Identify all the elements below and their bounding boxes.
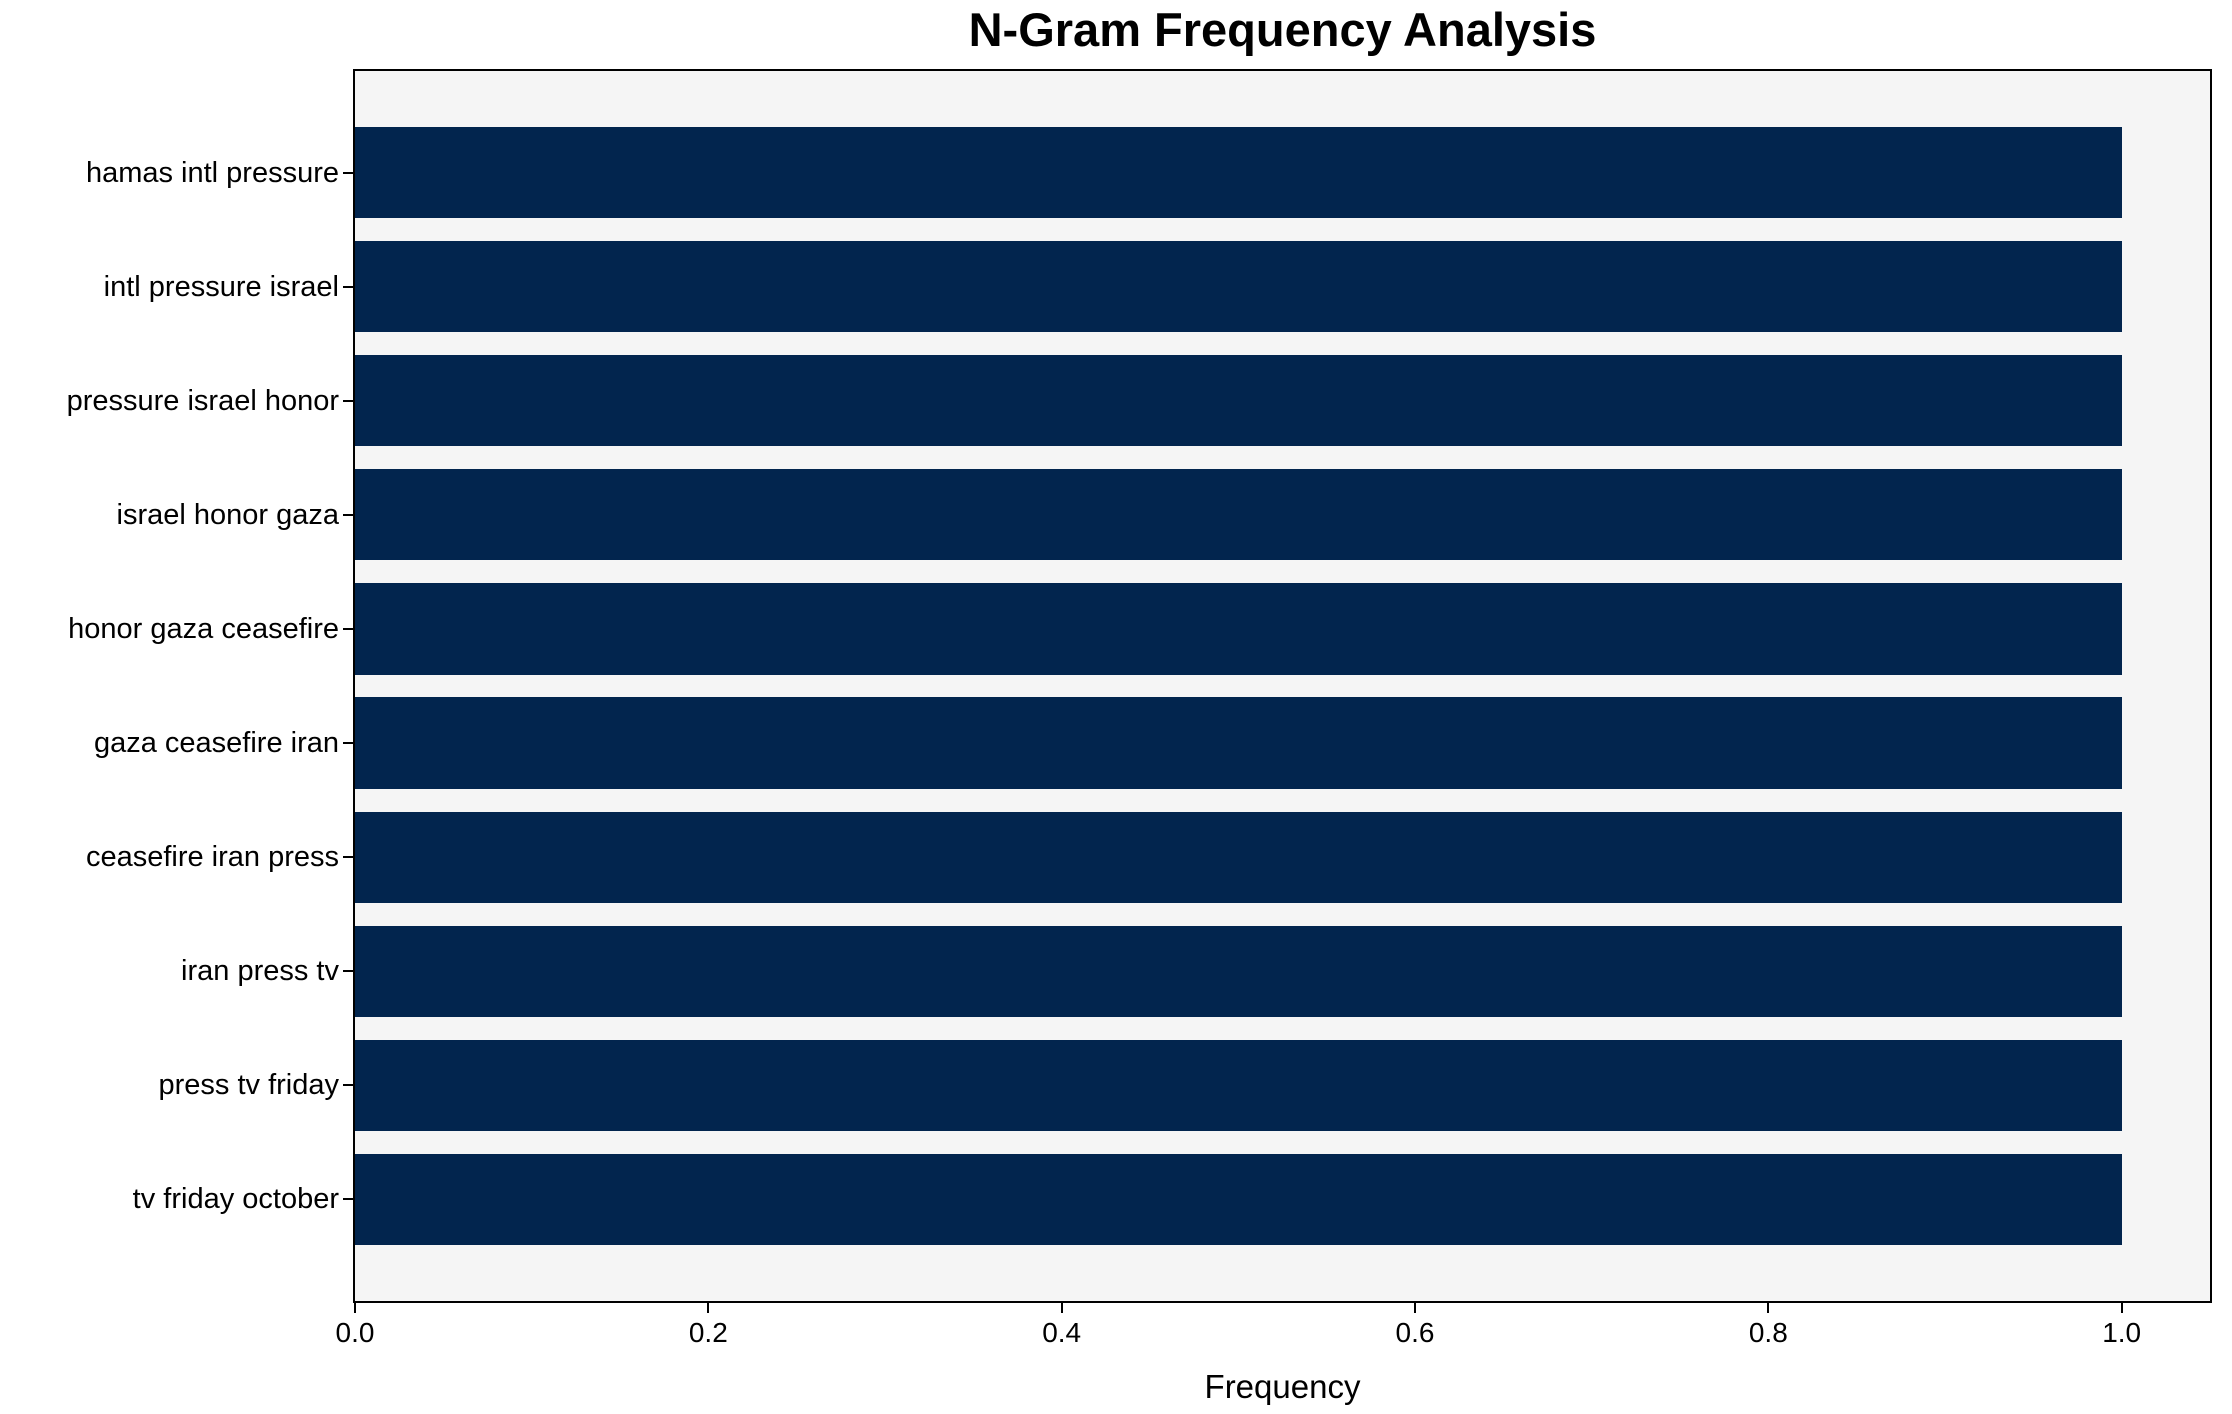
y-tick-label: gaza ceasefire iran bbox=[93, 727, 339, 760]
y-tick-mark bbox=[343, 742, 353, 745]
x-tick-label: 0.8 bbox=[1748, 1317, 1788, 1348]
y-tick-mark bbox=[343, 627, 353, 630]
x-tick-mark bbox=[1767, 1303, 1770, 1313]
bar-hamas-intl-pressure bbox=[355, 126, 2122, 219]
bar-tv-friday-october bbox=[355, 1153, 2122, 1246]
x-tick-mark bbox=[2120, 1303, 2123, 1313]
x-tick-mark bbox=[354, 1303, 356, 1313]
y-tick-label: intl pressure israel bbox=[103, 270, 339, 303]
y-tick-mark bbox=[343, 399, 353, 402]
x-tick-mark bbox=[1060, 1303, 1063, 1313]
y-tick-mark bbox=[343, 171, 353, 174]
x-tick-mark bbox=[1414, 1303, 1416, 1313]
y-tick-mark bbox=[343, 1084, 353, 1087]
bar-gaza-ceasefire-iran bbox=[355, 697, 2122, 789]
y-tick-label: hamas intl pressure bbox=[85, 156, 339, 189]
plot-area bbox=[353, 69, 2212, 1303]
x-tick-mark bbox=[707, 1303, 710, 1313]
y-tick-mark bbox=[343, 856, 353, 859]
y-tick-mark bbox=[343, 970, 353, 973]
bar-iran-press-tv bbox=[355, 925, 2122, 1017]
y-tick-label: israel honor gaza bbox=[116, 498, 339, 531]
y-tick-mark bbox=[343, 285, 353, 288]
x-tick-label: 0.6 bbox=[1395, 1317, 1435, 1348]
y-tick-label: honor gaza ceasefire bbox=[68, 612, 339, 645]
y-tick-label: pressure israel honor bbox=[66, 384, 339, 417]
y-tick-mark bbox=[343, 513, 353, 516]
x-tick-label: 0.2 bbox=[688, 1317, 728, 1348]
y-tick-mark bbox=[343, 1198, 353, 1201]
chart-title: N-Gram Frequency Analysis bbox=[968, 3, 1597, 56]
y-tick-label: ceasefire iran press bbox=[85, 841, 339, 874]
y-tick-label: tv friday october bbox=[132, 1183, 339, 1216]
bar-ceasefire-iran-press bbox=[355, 811, 2122, 903]
y-tick-label: iran press tv bbox=[181, 955, 339, 988]
x-tick-label: 0.0 bbox=[335, 1317, 375, 1348]
x-tick-label: 1.0 bbox=[2102, 1317, 2142, 1348]
y-tick-label: press tv friday bbox=[158, 1069, 340, 1102]
bar-pressure-israel-honor bbox=[355, 355, 2122, 447]
bar-intl-pressure-israel bbox=[355, 241, 2122, 333]
bar-press-tv-friday bbox=[355, 1039, 2122, 1131]
bar-israel-honor-gaza bbox=[355, 469, 2122, 561]
x-axis-label: Frequency bbox=[1204, 1368, 1361, 1405]
bar-honor-gaza-ceasefire bbox=[355, 583, 2122, 675]
x-tick-label: 0.4 bbox=[1042, 1317, 1082, 1348]
